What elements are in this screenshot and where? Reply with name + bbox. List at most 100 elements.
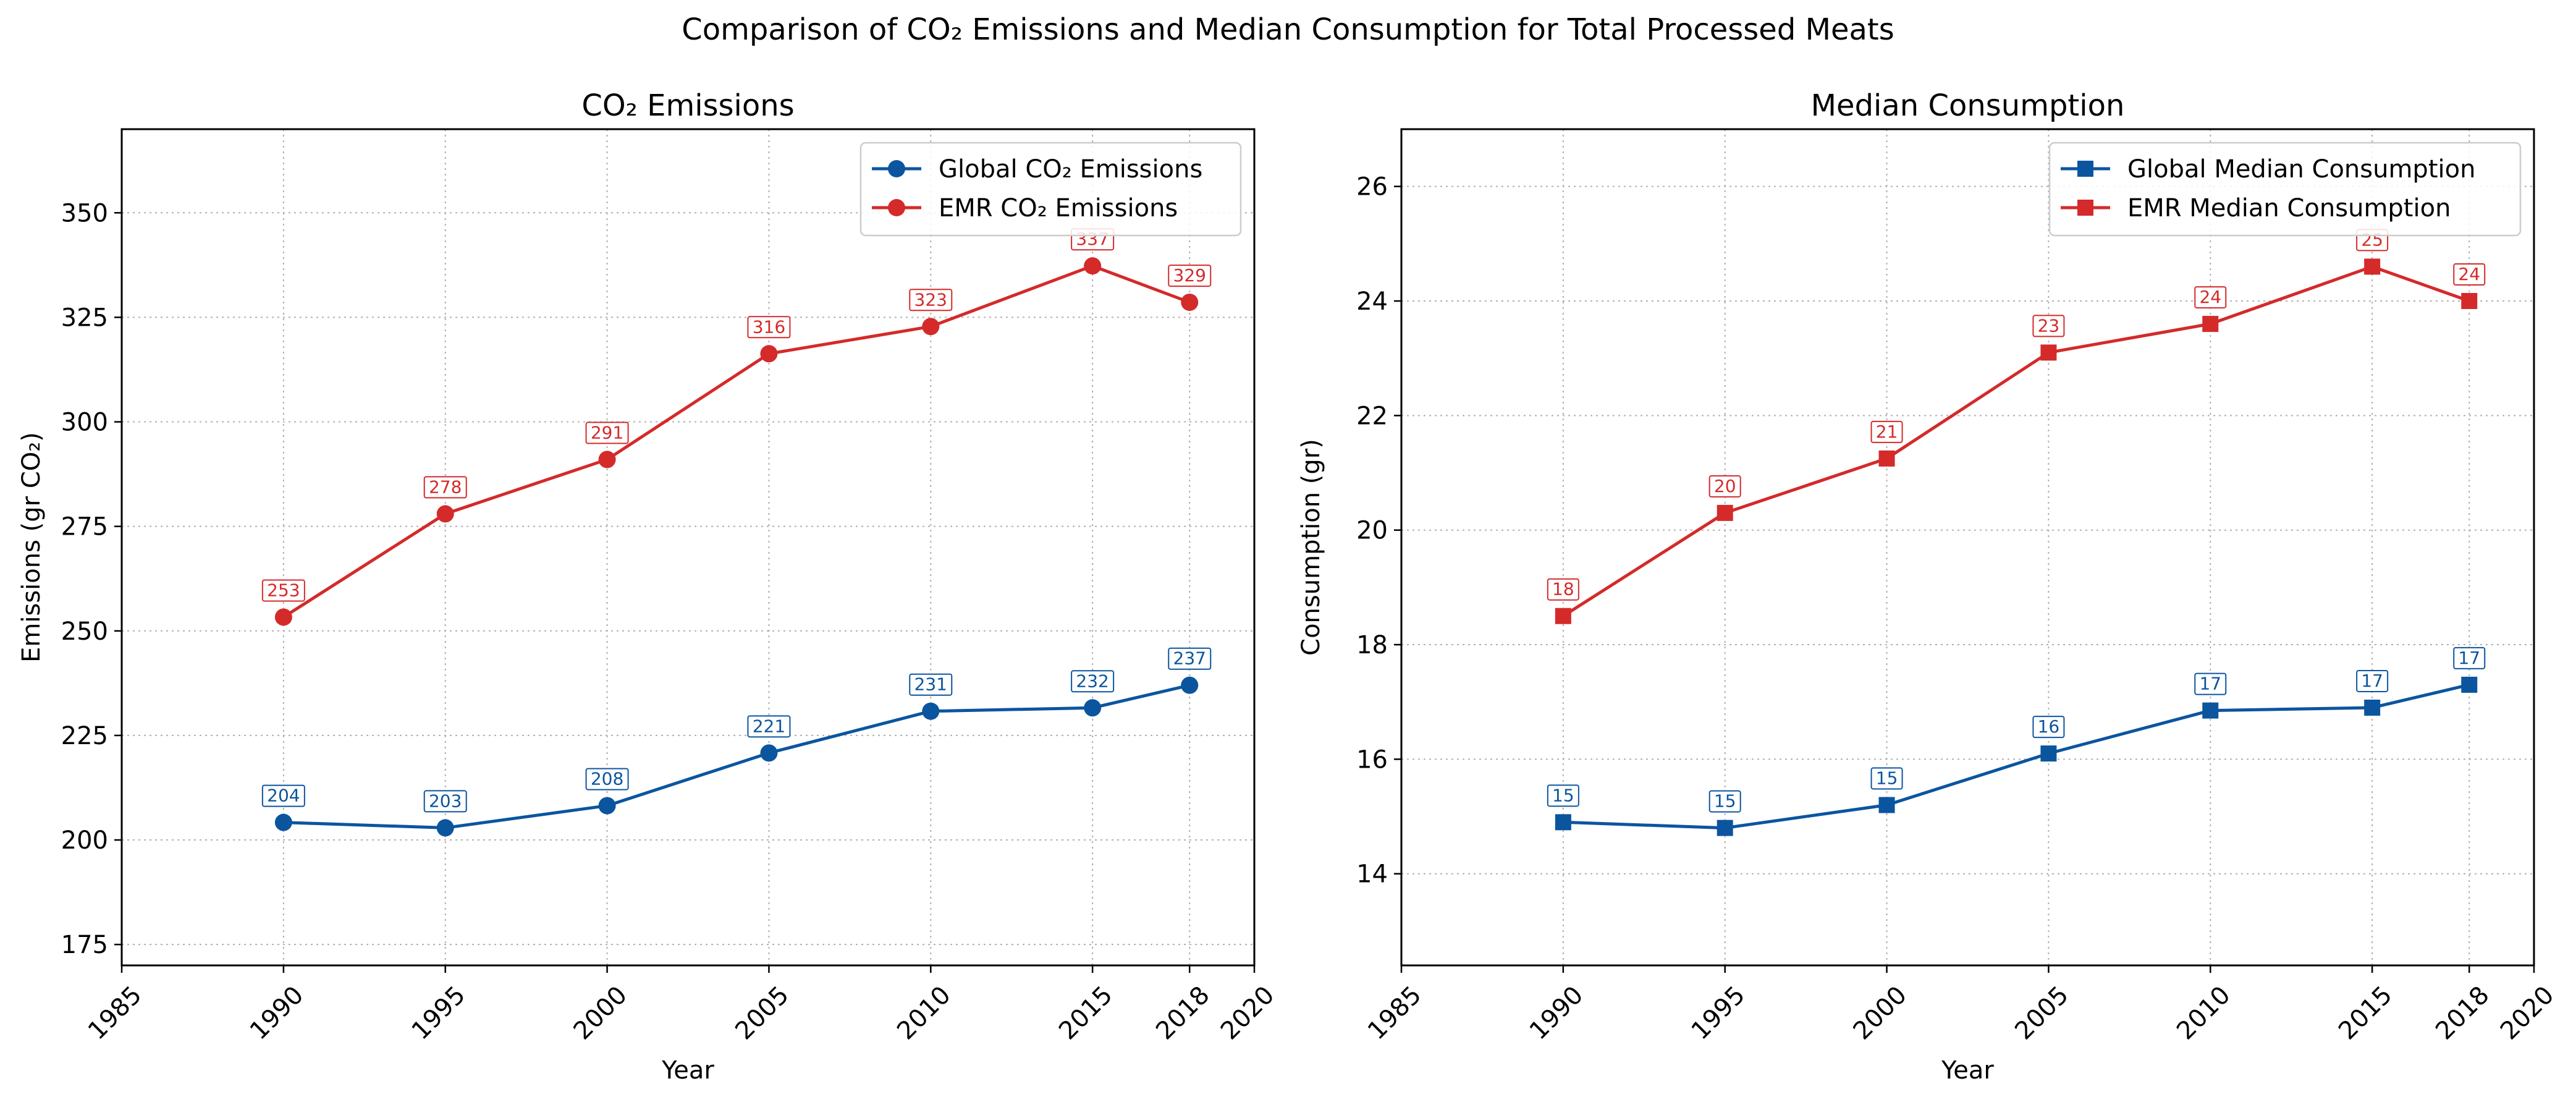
- data-label: 208: [591, 769, 623, 789]
- data-label: 278: [429, 477, 462, 497]
- legend-box: [2048, 142, 2522, 237]
- data-point: [1717, 820, 1733, 836]
- y-tick-label: 350: [61, 199, 108, 227]
- x-tick-label: 1985: [1362, 981, 1427, 1046]
- x-tick-label: 2010: [892, 981, 956, 1046]
- x-axis-label: Year: [661, 1056, 714, 1085]
- data-label-box: [2453, 263, 2486, 286]
- data-point: [1084, 257, 1102, 275]
- data-label-box: [261, 784, 305, 807]
- legend-marker: [888, 199, 905, 216]
- data-label-box: [585, 768, 629, 790]
- x-tick-label: 1985: [83, 981, 148, 1046]
- x-axis-label: Year: [1941, 1056, 1994, 1085]
- data-label: 203: [429, 790, 462, 811]
- data-point: [760, 345, 778, 363]
- data-point: [436, 819, 454, 837]
- data-label-box: [909, 673, 953, 696]
- x-tick-label: 2000: [568, 981, 633, 1046]
- data-point: [2461, 676, 2478, 693]
- data-point: [1084, 699, 1102, 717]
- data-point: [1181, 294, 1199, 312]
- chart-title: Median Consumption: [1811, 88, 2125, 123]
- x-tick-label: 1990: [245, 981, 310, 1046]
- y-tick-label: 16: [1356, 745, 1388, 774]
- legend: Global Median Consumption EMR Median Cons…: [2048, 142, 2522, 237]
- data-label: 20: [1714, 476, 1736, 496]
- data-point: [2364, 699, 2381, 716]
- legend: Global CO₂ Emissions EMR CO₂ Emissions: [859, 142, 1242, 237]
- data-label: 17: [2199, 674, 2221, 694]
- data-point: [2461, 293, 2478, 310]
- series-line: [1563, 683, 2470, 830]
- legend-label: EMR Median Consumption: [2127, 194, 2451, 223]
- y-tick-label: 14: [1356, 860, 1388, 889]
- data-label: 17: [2458, 648, 2480, 668]
- data-label: 204: [267, 786, 300, 806]
- x-tick-label: 2005: [730, 981, 795, 1046]
- data-label-box: [1071, 670, 1115, 693]
- data-point: [1878, 797, 1895, 813]
- data-label-box: [1547, 784, 1579, 807]
- y-tick-label: 200: [61, 826, 108, 855]
- x-tick-label: 1990: [1524, 981, 1589, 1046]
- data-point: [598, 451, 616, 468]
- y-tick-label: 26: [1356, 173, 1388, 201]
- data-point: [436, 505, 454, 523]
- legend-label: EMR CO₂ Emissions: [939, 194, 1178, 223]
- data-label: 237: [1173, 648, 1206, 669]
- x-tick-label: 1995: [1686, 981, 1751, 1046]
- data-label-box: [909, 289, 953, 312]
- legend-label: Global CO₂ Emissions: [939, 155, 1202, 184]
- data-label-box: [2032, 716, 2065, 739]
- data-label: 323: [914, 289, 947, 310]
- data-label-box: [1870, 767, 1903, 790]
- data-label-box: [2356, 669, 2389, 692]
- data-point: [922, 702, 940, 720]
- legend-label: Global Median Consumption: [2127, 155, 2475, 184]
- series-line: [283, 684, 1190, 829]
- x-tick-label: 2010: [2171, 981, 2236, 1046]
- data-label-box: [2194, 672, 2227, 695]
- data-label: 24: [2199, 287, 2221, 307]
- data-label: 329: [1173, 265, 1206, 286]
- data-point: [760, 744, 778, 762]
- data-point: [922, 318, 940, 336]
- data-label: 24: [2458, 264, 2480, 284]
- data-point: [1878, 450, 1895, 467]
- data-point: [274, 608, 292, 626]
- y-tick-label: 300: [61, 409, 108, 437]
- y-tick-label: 20: [1356, 517, 1388, 545]
- y-tick-label: 275: [61, 513, 108, 541]
- data-label-box: [1168, 265, 1212, 287]
- data-label-box: [261, 579, 305, 602]
- data-label-box: [747, 715, 791, 738]
- data-label: 15: [1552, 785, 1574, 805]
- y-tick-label: 250: [61, 617, 108, 646]
- y-tick-label: 175: [61, 931, 108, 959]
- data-label-box: [423, 476, 467, 499]
- data-label: 21: [1876, 422, 1898, 442]
- data-point: [2202, 316, 2219, 333]
- chart-title: CO₂ Emissions: [581, 88, 794, 123]
- data-label: 18: [1552, 579, 1574, 600]
- x-tick-label: 2000: [1848, 981, 1912, 1046]
- data-point: [1181, 676, 1199, 694]
- data-label-box: [1168, 647, 1212, 670]
- data-label-box: [2194, 286, 2227, 309]
- data-point: [598, 797, 616, 815]
- data-label: 23: [2038, 315, 2060, 336]
- data-point: [2040, 745, 2057, 762]
- legend-marker: [888, 160, 905, 177]
- legend-box: [859, 142, 1242, 237]
- y-tick-label: 18: [1356, 631, 1388, 659]
- data-label: 17: [2361, 671, 2383, 691]
- data-label-box: [2453, 646, 2486, 669]
- y-axis-label: Emissions (gr CO₂): [17, 432, 46, 663]
- legend-marker: [2077, 161, 2093, 177]
- data-label: 316: [753, 316, 785, 337]
